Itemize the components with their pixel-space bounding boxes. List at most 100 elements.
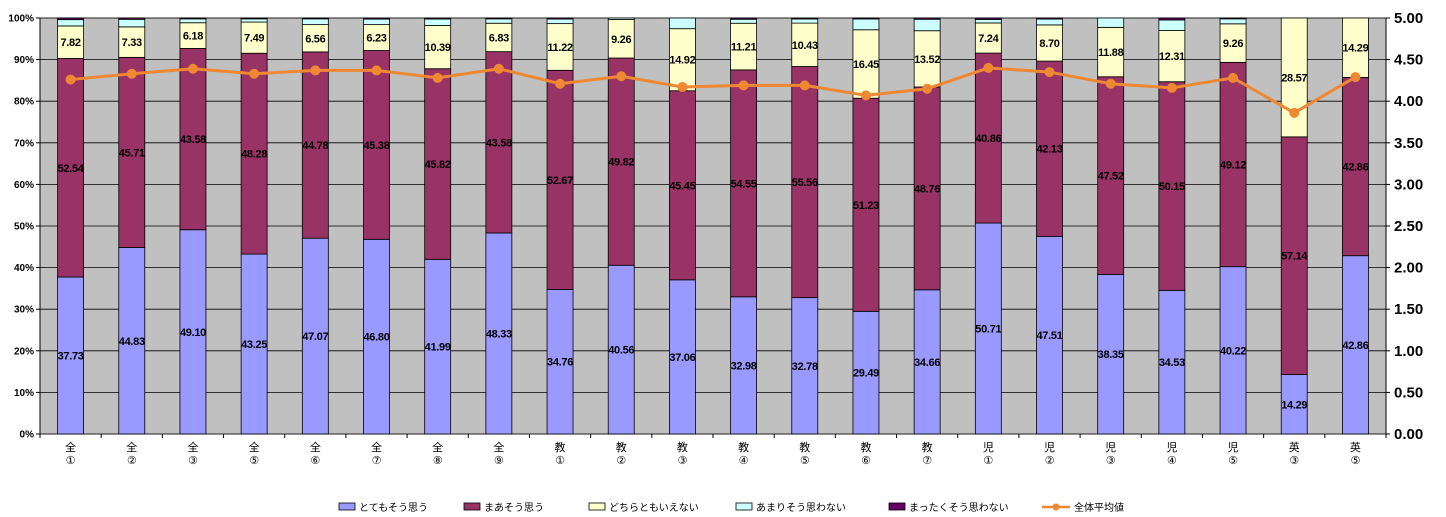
category-label-line: ④ [739,454,749,467]
data-label: 6.18 [183,31,203,43]
bar-segment [974,22,1002,54]
data-label: 45.45 [669,180,695,192]
data-label: 9.26 [1223,38,1243,50]
data-label: 41.99 [425,342,451,354]
category-label-line: ⑤ [800,454,810,467]
category-label-line: 児 [983,441,994,454]
bar-segment [546,17,574,20]
left-tick-label: 20% [14,346,34,357]
data-label: 54.55 [731,178,757,190]
data-label: 42.86 [1342,340,1368,352]
legend-label: まったくそう思わない [909,502,1009,514]
bar-segment [118,56,146,248]
average-point [983,62,994,73]
bar-segment [57,276,84,435]
legend-label: どちらともいえない [609,502,699,514]
bar-segment [118,17,146,20]
bar-segment [1219,266,1247,435]
bar-segment [730,296,757,435]
data-labels: 37.73 52.54 7.82 44.83 45.71 7.33 49.10 43.58 6.… [58,31,1369,412]
category-label-line: 教 [860,441,871,454]
bar-segment [1158,19,1186,31]
data-label: 52.67 [547,175,573,187]
category-label-line: 全 [187,440,198,454]
bar-segment [730,17,757,20]
bar-segment [1158,289,1186,435]
data-label: 29.49 [853,368,879,380]
category-label-line: 全 [493,440,504,454]
average-series-line [70,66,1357,115]
average-line [65,62,1361,118]
category-label-line: ⑤ [249,454,259,467]
data-label: 8.70 [1039,38,1059,50]
bar-segment [57,17,84,21]
category-label-line: 児 [1105,441,1116,454]
legend-swatch-marker [1052,503,1060,511]
category-label-line: 教 [616,441,627,454]
left-tick-label: 90% [14,55,34,66]
bar-segment [791,22,819,67]
category-label-line: 児 [1044,441,1055,454]
bar-segment [301,18,329,26]
data-label: 38.35 [1098,349,1124,361]
legend-swatch [888,502,906,511]
left-tick-label: 50% [14,222,34,233]
average-point [1044,67,1055,78]
data-label: 11.21 [731,42,757,54]
category-label-line: 全 [126,440,137,454]
average-point [126,68,137,79]
bar-segment [301,24,329,53]
data-label: 47.07 [302,331,328,343]
legend-label: とてもそう思う [359,502,428,514]
category-label-line: ④ [1167,454,1177,467]
bar-segment [669,17,696,30]
bar-segment [546,23,574,71]
bar-segment [1097,17,1125,28]
category-label-line: ① [983,454,993,467]
bar-segment [913,17,941,20]
bar-segment [607,17,635,20]
bar-segment [1097,76,1125,275]
bar-segment [485,22,513,53]
bar-segment [363,17,390,20]
data-label: 48.76 [914,183,940,195]
category-label-line: ③ [1106,454,1116,467]
average-point [1166,82,1177,93]
legend-label: まあそう思う [484,502,544,514]
category-label-line: 教 [922,441,933,454]
bar-segment [1158,17,1186,21]
bar-segment [240,52,268,255]
bar-segment [240,17,268,20]
left-tick-label: 60% [14,180,34,191]
category-label-line: ⑨ [494,454,504,467]
average-point [677,82,688,93]
bar-segment [363,18,390,26]
average-point [1350,72,1361,83]
bar-segment [974,17,1002,20]
data-label: 6.56 [305,33,325,45]
x-axis-categories: 全 ①全 ②全 ③全 ⑤全 ⑥全 ⑦全 ⑧全 ⑨教 ①教 ②教 ③教 ④教 ⑤教 ⑥教 ⑦児 ①児 ②児 ③児 ④児 ⑤… [39,434,1387,467]
data-label: 34.53 [1159,357,1185,369]
data-label: 11.22 [547,42,573,54]
bar-segment [974,52,1002,224]
average-point [799,80,810,91]
average-point [1105,78,1116,89]
average-point [616,71,627,82]
left-tick-label: 0% [20,430,35,441]
category-label-line: 全 [432,440,443,454]
right-tick-label: 4.50 [1394,52,1423,69]
right-tick-label: 5.00 [1394,10,1423,27]
left-axis: 0% 10% 20% 30% 40% 50% 60% 70% 80% 90% 100% [8,14,41,441]
category-label-line: 全 [371,440,382,454]
data-label: 50.15 [1159,181,1185,193]
